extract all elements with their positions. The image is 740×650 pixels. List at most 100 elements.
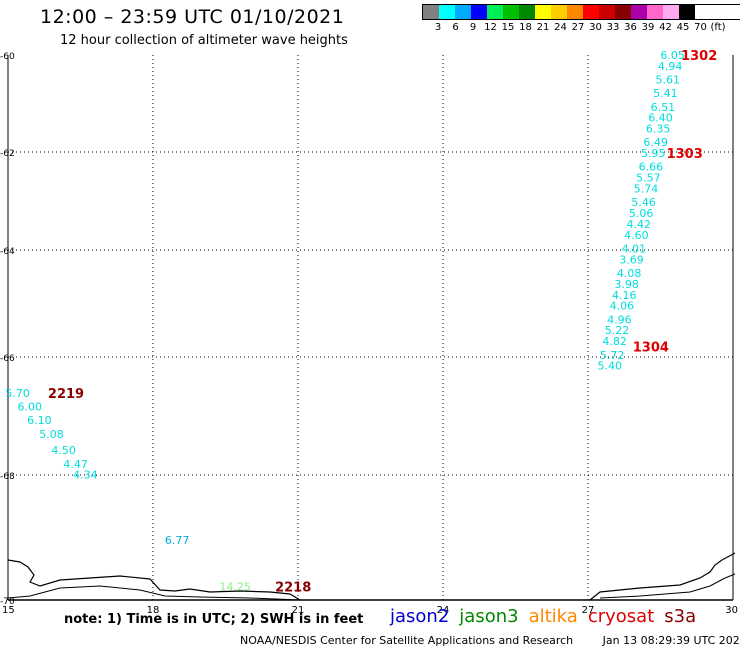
legend-entry-altika: altika: [528, 606, 578, 627]
wave-height-value: 4.08: [617, 267, 642, 280]
color-scale-tick: 15: [501, 22, 515, 33]
wave-height-value: 4.42: [627, 218, 652, 231]
footer-credit-line: NOAA/NESDIS Center for Satellite Applica…: [240, 634, 740, 647]
wave-height-value: 5.41: [653, 87, 678, 100]
color-scale-tick: 27: [571, 22, 585, 33]
color-scale-tick: 70: [694, 22, 707, 33]
wave-height-value: 5.70: [5, 387, 30, 400]
x-tick-label: 18: [147, 605, 160, 616]
color-scale-tick: 6: [452, 22, 459, 33]
footer-note: note: 1) Time is in UTC; 2) SWH is in fe…: [64, 612, 364, 627]
x-tick-label: 24: [437, 605, 450, 616]
credit-text: NOAA/NESDIS Center for Satellite Applica…: [240, 634, 574, 647]
x-tick-label: 15: [2, 605, 15, 616]
wave-height-value: 6.05: [660, 49, 685, 62]
satellite-legend: jason2 jason3 altika cryosat s3a: [390, 606, 706, 627]
pass-time-label: 2219: [48, 387, 84, 402]
wave-height-value: 5.22: [605, 324, 630, 337]
color-scale-unit: (ft): [710, 22, 726, 33]
wave-height-value: 3.98: [614, 278, 639, 291]
grid-lines: [8, 55, 733, 600]
pass-time-label: 2218: [275, 580, 311, 595]
plot-frame: [7, 55, 734, 601]
color-scale-swatches: [422, 4, 740, 20]
color-scale-tick: 12: [484, 22, 497, 33]
wave-height-value: 5.57: [636, 172, 661, 185]
color-scale-tick: 3: [434, 22, 442, 33]
color-swatch: [471, 5, 487, 19]
pass-time-label: 1302: [681, 49, 717, 64]
pass-time-label: 1303: [667, 147, 703, 162]
color-scale-tick: 24: [554, 22, 567, 33]
wave-height-value: 5.40: [598, 360, 623, 373]
wave-height-value: 6.49: [643, 136, 668, 149]
pass-labels: 1302 1303 1304 2219 2218: [48, 49, 717, 595]
wave-height-value: 14.25: [219, 580, 251, 593]
color-swatch: [583, 5, 599, 19]
map-subtitle: 12 hour collection of altimeter wave hei…: [60, 33, 348, 48]
wave-height-value: 4.60: [624, 229, 649, 242]
color-swatch: [487, 5, 503, 19]
wave-height-value: 4.47: [63, 458, 88, 471]
coastline: [7, 552, 736, 601]
x-tick-label: 30: [725, 605, 738, 616]
color-swatch: [567, 5, 583, 19]
color-scale-tick: 36: [624, 22, 637, 33]
x-tick-label: 27: [582, 605, 595, 616]
color-swatch: [599, 5, 615, 19]
x-tick-label: 21: [292, 605, 305, 616]
color-scale-tick: 39: [641, 22, 655, 33]
wave-height-value: 4.34: [73, 469, 98, 482]
color-scale-tick: 9: [469, 22, 477, 33]
wave-height-value: 4.01: [622, 242, 647, 255]
wave-height-value: 4.16: [612, 289, 637, 302]
wave-height-value: 4.94: [658, 60, 683, 73]
wave-height-value: 5.61: [656, 74, 681, 87]
color-swatch: [663, 5, 679, 19]
legend-entry-s3a: s3a: [664, 606, 697, 627]
color-swatch: [423, 5, 439, 19]
pass-time-label: 1304: [633, 341, 669, 356]
color-scale-tick: 42: [659, 22, 672, 33]
altimeter-tracks: 6.054.945.615.416.516.406.356.495.956.66…: [5, 49, 684, 593]
wave-height-value: 6.77: [165, 534, 190, 547]
color-swatch: [551, 5, 567, 19]
wave-height-value: 6.66: [639, 161, 664, 174]
color-scale-tick: 45: [676, 22, 690, 33]
y-tick-label: -68: [0, 472, 15, 482]
color-scale-legend: 3 6 9 12 15 18 21 24 27 30 33 36 39 42 45 70 (ft): [422, 4, 740, 34]
wave-height-value: 4.50: [51, 444, 76, 457]
wave-height-value: 6.00: [18, 401, 43, 414]
wave-height-value: 5.74: [634, 183, 659, 196]
legend-entry-cryosat: cryosat: [587, 606, 655, 627]
wave-height-value: 6.40: [648, 112, 673, 125]
y-tick-label: -70: [0, 597, 15, 607]
color-swatch: [535, 5, 551, 19]
wave-height-value: 5.08: [39, 428, 64, 441]
wave-height-value: 5.95: [641, 147, 666, 160]
coastline-east: [589, 552, 736, 601]
wave-height-value: 5.06: [629, 207, 654, 220]
map-title: 12:00 – 23:59 UTC 01/10/2021: [40, 6, 345, 28]
color-swatch: [615, 5, 631, 19]
y-tick-label: -60: [0, 52, 15, 62]
color-swatch: [679, 5, 695, 19]
wave-height-value: 6.51: [651, 101, 676, 114]
legend-entry-jason2: jason2: [390, 606, 450, 627]
wave-height-value: 6.10: [27, 414, 52, 427]
legend-entry-jason3: jason3: [459, 606, 519, 627]
color-scale-tick: 30: [589, 22, 602, 33]
wave-height-value: 5.46: [631, 196, 656, 209]
y-tick-label: -64: [0, 247, 15, 257]
color-swatch: [503, 5, 519, 19]
color-scale-tick: 18: [519, 22, 532, 33]
wave-height-value: 3.69: [619, 253, 644, 266]
color-swatch: [647, 5, 663, 19]
wave-height-value: 4.82: [602, 335, 627, 348]
wave-height-value: 5.72: [600, 349, 625, 362]
coastline-east-inner: [599, 573, 736, 599]
wave-height-value: 4.06: [610, 300, 635, 313]
color-swatch: [631, 5, 647, 19]
antarctic-coastline: [7, 559, 301, 601]
